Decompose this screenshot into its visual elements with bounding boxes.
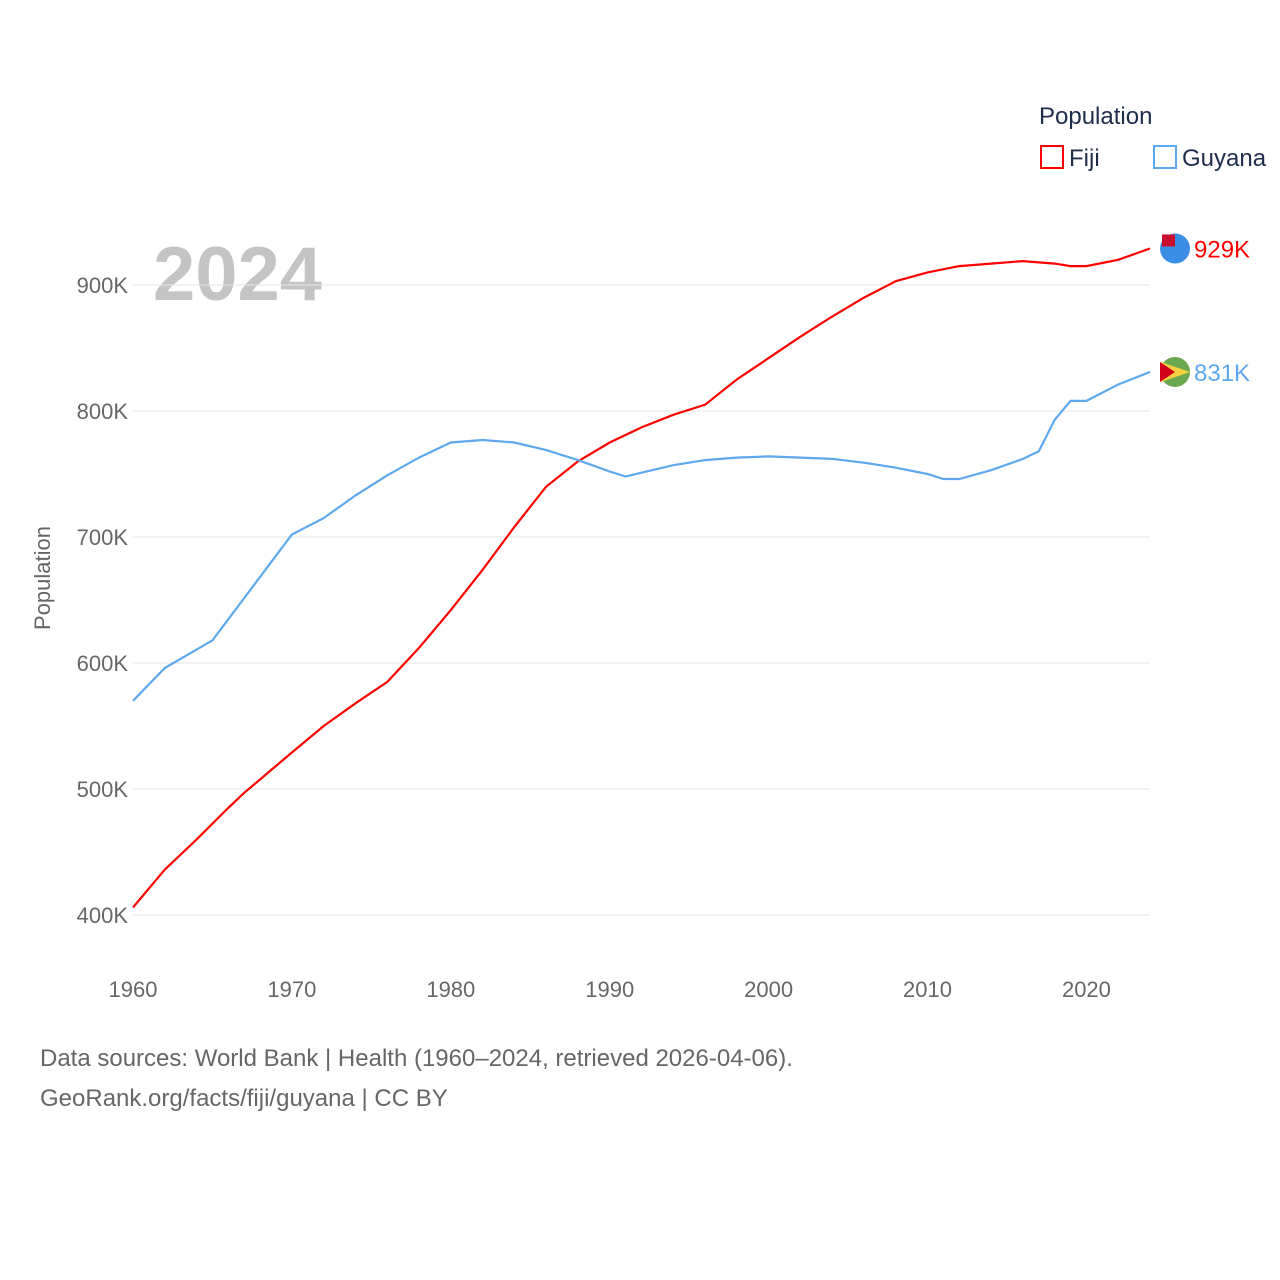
- x-tick-label: 1990: [585, 977, 634, 1002]
- y-tick-label: 800K: [77, 399, 129, 424]
- guyana-flag-red: [1160, 361, 1175, 382]
- y-axis-label: Population: [30, 526, 55, 630]
- legend-swatch-guyana: [1153, 145, 1177, 169]
- footer-link[interactable]: GeoRank.org/facts/fiji/guyana | CC BY: [40, 1085, 448, 1112]
- y-tick-label: 900K: [77, 273, 129, 298]
- x-tick-label: 2020: [1062, 977, 1111, 1002]
- year-label: 2024: [153, 232, 322, 317]
- x-tick-label: 1980: [426, 977, 475, 1002]
- y-tick-label: 600K: [77, 651, 129, 676]
- line-chart: 2024 400K 500K 600K 700K 800K 900K 1960 1970 1980…: [30, 103, 1267, 1002]
- y-tick-label: 400K: [77, 903, 129, 928]
- x-tick-label: 2010: [903, 977, 952, 1002]
- legend-swatch-fiji: [1040, 145, 1064, 169]
- x-tick-label: 2000: [744, 977, 793, 1002]
- legend-label-guyana: Guyana: [1182, 145, 1267, 172]
- legend-label-fiji: Fiji: [1069, 145, 1100, 172]
- y-tick-label: 500K: [77, 777, 129, 802]
- legend-title: Population: [1039, 103, 1152, 130]
- series-line-fiji: [132, 247, 1151, 909]
- series-line-guyana: [132, 370, 1151, 702]
- end-label-fiji: 929K: [1194, 236, 1250, 263]
- x-tick-label: 1960: [109, 977, 158, 1002]
- end-label-guyana: 831K: [1194, 360, 1250, 387]
- fiji-flag-union: [1162, 234, 1175, 247]
- y-tick-label: 700K: [77, 525, 129, 550]
- guyana-flag-triangle: [1161, 361, 1190, 382]
- footer-sources: Data sources: World Bank | Health (1960–…: [40, 1045, 793, 1072]
- x-tick-label: 1970: [267, 977, 316, 1002]
